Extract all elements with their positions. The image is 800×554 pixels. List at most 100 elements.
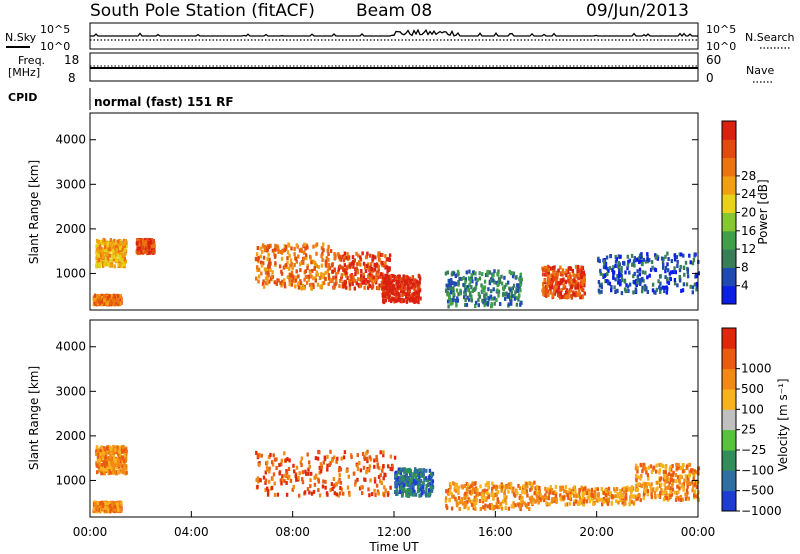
echo-cell bbox=[507, 506, 511, 511]
echo-cell bbox=[461, 485, 465, 490]
echo-cell bbox=[548, 284, 552, 289]
echo-cell bbox=[444, 498, 448, 503]
echo-cell bbox=[377, 253, 380, 258]
echo-cell bbox=[530, 495, 534, 500]
echo-cell bbox=[514, 503, 517, 508]
echo-cell bbox=[101, 504, 105, 508]
station-title: South Pole Station (fitACF) bbox=[90, 1, 315, 21]
echo-cell bbox=[265, 465, 269, 470]
echo-cell bbox=[638, 255, 641, 260]
echo-cell bbox=[496, 490, 500, 495]
echo-cell bbox=[647, 465, 651, 470]
echo-cell bbox=[407, 477, 410, 482]
echo-cell bbox=[106, 446, 109, 451]
echo-cell bbox=[285, 481, 288, 485]
echo-cell bbox=[374, 493, 377, 497]
echo-cell bbox=[669, 493, 672, 498]
echo-cell bbox=[673, 257, 677, 262]
echo-cell bbox=[272, 472, 276, 477]
echo-cell bbox=[95, 256, 98, 261]
echo-cell bbox=[111, 246, 114, 251]
echo-cell bbox=[617, 261, 620, 265]
echo-cell bbox=[413, 473, 416, 478]
echo-cell bbox=[138, 251, 142, 256]
echo-cell bbox=[123, 256, 126, 261]
echo-cell bbox=[619, 273, 622, 278]
echo-cell bbox=[371, 279, 374, 284]
echo-cell bbox=[259, 254, 262, 259]
echo-cell bbox=[655, 487, 658, 492]
echo-cell bbox=[415, 279, 419, 284]
echo-cell bbox=[590, 496, 594, 501]
echo-cell bbox=[687, 478, 690, 482]
echo-cell bbox=[670, 477, 673, 482]
echo-cell bbox=[428, 475, 431, 480]
echo-cell bbox=[269, 452, 272, 457]
echo-cell bbox=[464, 303, 467, 307]
echo-cell bbox=[510, 271, 513, 276]
echo-cell bbox=[543, 278, 547, 283]
echo-cell bbox=[545, 287, 548, 292]
echo-cell bbox=[275, 457, 278, 462]
echo-cell bbox=[393, 299, 396, 304]
echo-cell bbox=[384, 488, 387, 493]
echo-cell bbox=[314, 278, 317, 283]
echo-cell bbox=[331, 487, 334, 491]
echo-cell bbox=[418, 468, 421, 473]
echo-cell bbox=[500, 506, 504, 511]
echo-cell bbox=[641, 270, 644, 275]
echo-cell bbox=[289, 478, 293, 483]
echo-cell bbox=[505, 495, 508, 500]
echo-cell bbox=[614, 494, 617, 499]
echo-cell bbox=[285, 471, 289, 476]
echo-cell bbox=[96, 243, 99, 248]
echo-cell bbox=[151, 250, 155, 254]
echo-cell bbox=[390, 299, 393, 304]
echo-cell bbox=[483, 297, 486, 302]
echo-cell bbox=[407, 286, 411, 291]
echo-cell bbox=[686, 480, 689, 485]
echo-cell bbox=[608, 281, 612, 286]
echo-cell bbox=[364, 269, 368, 273]
colorbar-swatch bbox=[722, 490, 736, 512]
echo-cell bbox=[367, 468, 370, 473]
echo-cell bbox=[395, 276, 398, 281]
echo-cell bbox=[450, 290, 453, 295]
echo-cell bbox=[489, 503, 492, 508]
echo-cell bbox=[327, 244, 330, 249]
echo-cell bbox=[534, 499, 537, 504]
echo-cell bbox=[661, 490, 664, 495]
echo-cell bbox=[122, 467, 125, 472]
echo-cell bbox=[403, 289, 406, 294]
echo-cell bbox=[636, 487, 640, 492]
echo-cell bbox=[356, 477, 359, 482]
echo-cell bbox=[555, 497, 558, 502]
echo-cell bbox=[356, 270, 360, 275]
echo-cell bbox=[624, 492, 628, 497]
echo-cell bbox=[97, 462, 101, 467]
echo-cell bbox=[487, 287, 490, 292]
echo-cell bbox=[509, 295, 513, 300]
echo-cell bbox=[368, 253, 372, 258]
echo-cell bbox=[125, 452, 128, 457]
echo-cell bbox=[338, 264, 342, 269]
echo-cell bbox=[306, 245, 309, 250]
echo-cell bbox=[268, 257, 271, 262]
echo-cell bbox=[574, 488, 577, 493]
echo-cell bbox=[138, 246, 141, 251]
echo-cell bbox=[637, 257, 640, 262]
echo-cell bbox=[363, 285, 366, 290]
echo-cell bbox=[264, 480, 267, 485]
echo-cell bbox=[417, 300, 420, 305]
echo-cell bbox=[124, 247, 127, 252]
echo-cell bbox=[578, 268, 581, 273]
echo-cell bbox=[105, 451, 108, 456]
echo-cell bbox=[267, 273, 271, 277]
echo-cell bbox=[268, 479, 271, 484]
echo-cell bbox=[304, 469, 307, 474]
echo-cell bbox=[347, 264, 350, 269]
echo-cell bbox=[467, 506, 470, 511]
echo-cell bbox=[536, 498, 539, 503]
echo-cell bbox=[366, 279, 370, 284]
echo-cell bbox=[100, 463, 104, 467]
